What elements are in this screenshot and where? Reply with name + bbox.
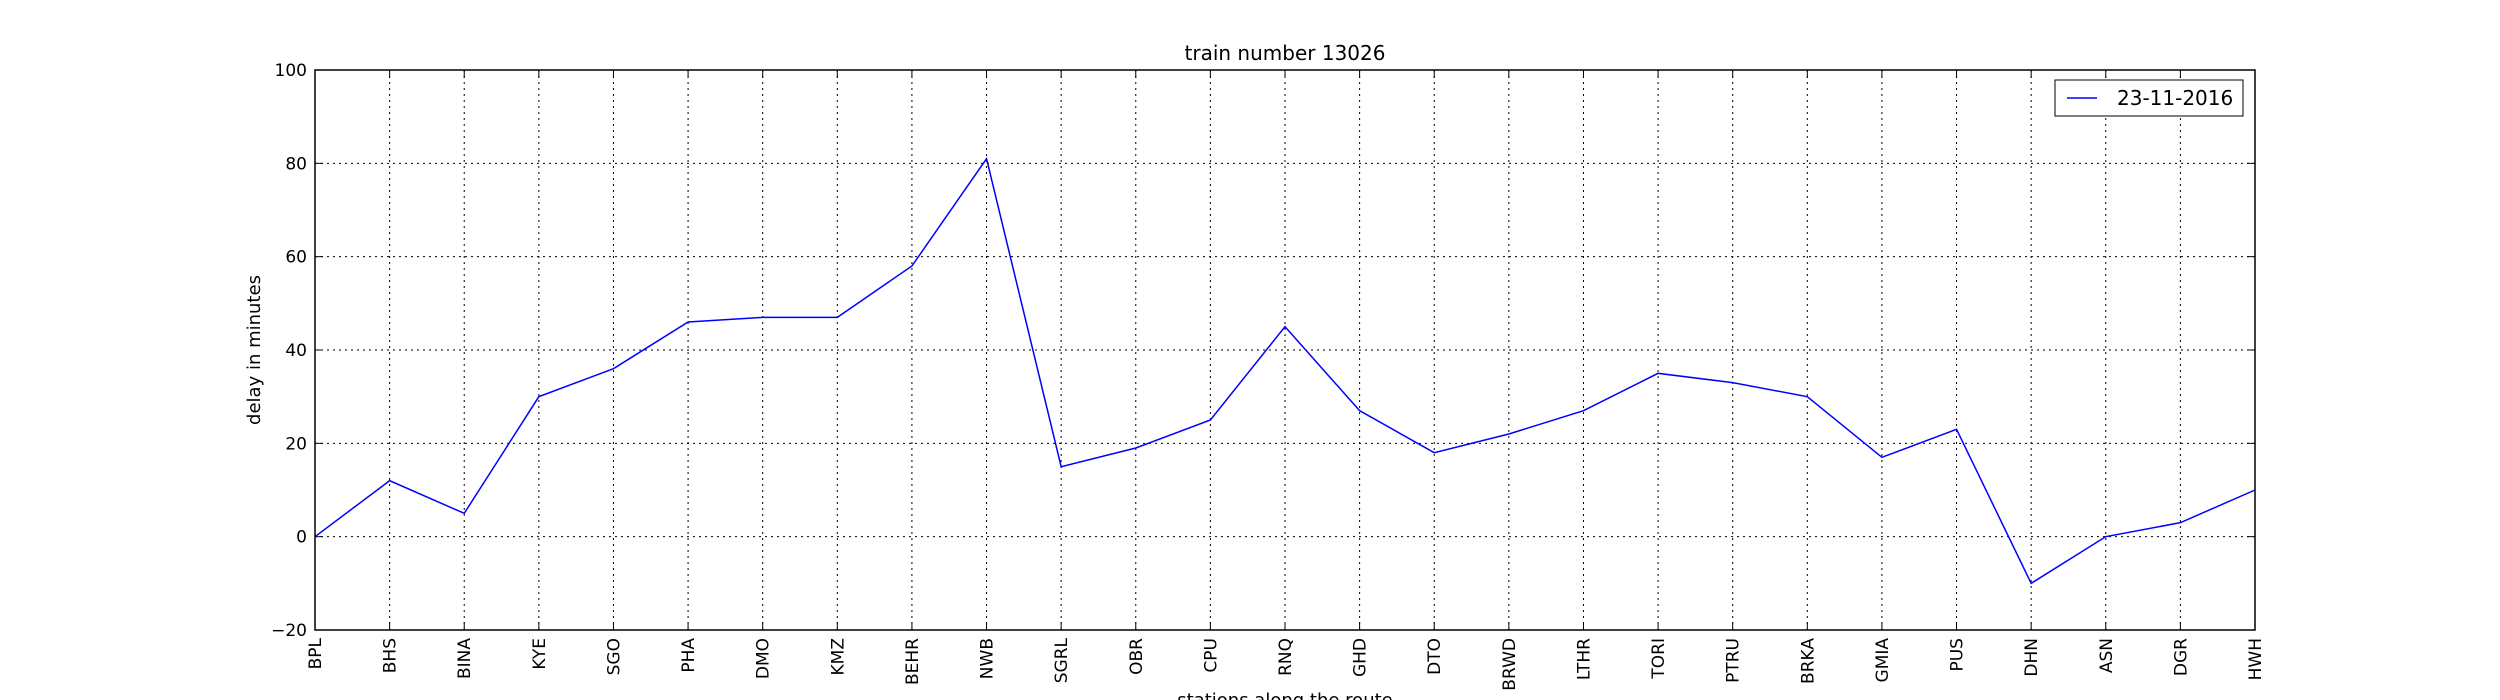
- x-tick-label: LTHR: [1574, 638, 1594, 680]
- grid-layer: [314, 69, 2256, 631]
- x-tick-label: KMZ: [828, 638, 848, 675]
- x-tick-label: SGRL: [1052, 637, 1072, 683]
- x-tick-label: BEHR: [903, 638, 923, 685]
- x-tick-label: DGR: [2171, 638, 2191, 676]
- y-tick-label: 60: [285, 248, 307, 268]
- x-tick-label: BRKA: [1798, 638, 1818, 684]
- x-tick-label: BHS: [381, 638, 401, 673]
- x-tick-label: BRWD: [1500, 638, 1520, 691]
- y-tick-label: 100: [275, 61, 307, 81]
- x-tick-label: PHA: [679, 638, 699, 673]
- x-tick-label: CPU: [1201, 638, 1221, 673]
- chart-title: train number 13026: [1185, 41, 1386, 65]
- x-tick-label: GHD: [1351, 638, 1371, 677]
- y-tick-label: −20: [271, 621, 307, 641]
- y-tick-label: 40: [285, 341, 307, 361]
- y-tick-label: 80: [285, 154, 307, 174]
- x-tick-label: ASN: [2097, 638, 2117, 673]
- x-tick-label: RNQ: [1276, 638, 1296, 676]
- series-layer: [314, 156, 2256, 585]
- x-tick-label: KYE: [530, 638, 550, 670]
- x-tick-label: NWB: [978, 638, 998, 679]
- legend: 23-11-2016: [2054, 79, 2244, 117]
- x-tick-label: OBR: [1127, 638, 1147, 675]
- x-tick-label: DTO: [1425, 638, 1445, 675]
- x-tick-label: DMO: [754, 638, 774, 679]
- y-axis-label: delay in minutes: [244, 275, 265, 425]
- x-tick-label: SGO: [604, 638, 624, 675]
- x-tick-label: BPL: [306, 637, 326, 669]
- legend-label: 23-11-2016: [2117, 86, 2233, 110]
- x-tick-label: PTRU: [1724, 638, 1744, 683]
- x-tick-label: HWH: [2246, 638, 2266, 680]
- x-tick-label: TORI: [1649, 638, 1669, 680]
- x-tick-label: DHN: [2022, 638, 2042, 677]
- x-axis-label: stations along the route: [1177, 690, 1392, 700]
- y-tick-label: 20: [285, 434, 307, 454]
- y-tick-label: 0: [296, 528, 307, 548]
- x-tick-label: GMIA: [1873, 638, 1893, 683]
- x-tick-label: PUS: [1948, 638, 1968, 672]
- x-tick-label: BINA: [455, 638, 475, 679]
- tick-layer: −20 0 20 40 60 80 100 BPL BHS BINA KYE SGO PHA DMO KMZ…: [271, 61, 2266, 691]
